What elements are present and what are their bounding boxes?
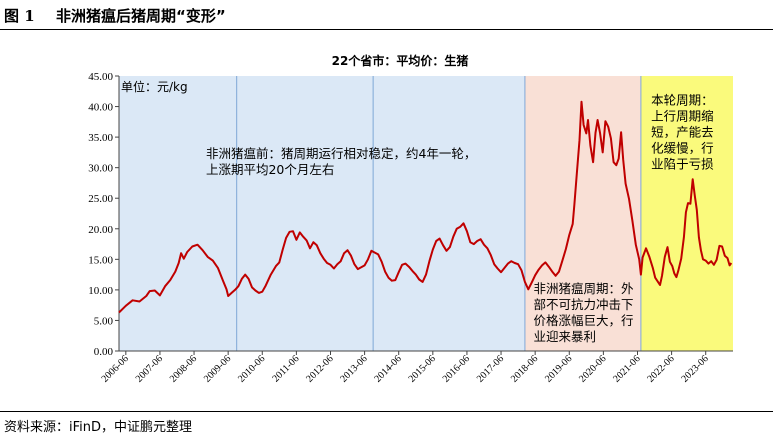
y-tick-label: 40.00 [88, 102, 113, 114]
source-note: 资料来源：iFinD，中证鹏元整理 [4, 420, 193, 435]
x-tick-label: 2008-06 [168, 353, 199, 384]
annotation-line: 部不可抗力冲击下 [533, 297, 633, 312]
y-tick-label: 20.00 [88, 224, 113, 236]
x-tick-label: 2019-06 [543, 353, 574, 384]
annotations: 非洲猪瘟前：猪周期运行相对稳定，约4年一轮，上涨期平均20个月左右非洲猪瘟周期：… [206, 93, 714, 344]
price-line-chart: 0.00 5.00 10.00 15.00 20.00 25.00 30.00 35.00 40… [88, 53, 733, 385]
y-tick-label: 25.00 [88, 193, 113, 205]
header-rule [0, 29, 773, 30]
unit-label: 单位：元/kg [121, 79, 188, 94]
y-tick-label: 15.00 [88, 254, 113, 266]
y-tick-label: 10.00 [88, 285, 113, 297]
annotation-line: 非洲猪瘟前：猪周期运行相对稳定，约4年一轮， [206, 146, 476, 161]
annotation-line: 本轮周期： [651, 93, 714, 108]
annotation-line: 化缓慢，行 [651, 141, 714, 156]
annotation-line: 价格涨幅巨大，行 [533, 313, 633, 328]
period-dividers [236, 76, 642, 351]
series-line [118, 100, 733, 314]
chart-title: 22个省市：平均价：生猪 [332, 53, 469, 68]
x-tick-label: 2007-06 [134, 353, 165, 384]
x-tick-label: 2012-06 [304, 353, 335, 384]
y-tick-label: 5.00 [94, 315, 114, 327]
annotation-2: 非洲猪瘟周期：外部不可抗力冲击下价格涨幅巨大，行业迎来暴利 [533, 281, 634, 344]
annotation-line: 上行周期缩 [651, 109, 714, 124]
y-tick-label: 0.00 [94, 346, 114, 358]
x-tick-label: 2015-06 [407, 353, 438, 384]
annotation-line: 业陷于亏损 [651, 157, 714, 172]
x-tick-label: 2023-06 [679, 353, 710, 384]
figure-header: 图 1 非洲猪瘟后猪周期“变形” [0, 0, 773, 30]
period-shading [119, 76, 733, 351]
annotation-line: 业迎来暴利 [533, 329, 596, 344]
annotation-3: 本轮周期：上行周期缩短，产能去化缓慢，行业陷于亏损 [651, 93, 714, 172]
x-tick-label: 2010-06 [236, 353, 267, 384]
period-region-3 [640, 76, 733, 351]
x-tick-label: 2009-06 [202, 353, 233, 384]
annotation-line: 上涨期平均20个月左右 [206, 162, 334, 177]
annotation-line: 非洲猪瘟周期：外 [533, 281, 634, 296]
y-axis: 0.00 5.00 10.00 15.00 20.00 25.00 30.00 35.00 40… [88, 71, 120, 358]
y-tick-label: 35.00 [88, 132, 113, 144]
y-tick-label: 30.00 [88, 163, 113, 175]
annotation-line: 短，产能去 [651, 125, 714, 140]
x-tick-label: 2020-06 [577, 353, 608, 384]
x-tick-label: 2018-06 [509, 353, 540, 384]
x-tick-label: 2014-06 [372, 353, 403, 384]
period-region-1 [119, 76, 525, 351]
x-tick-label: 2013-06 [338, 353, 369, 384]
x-tick-label: 2017-06 [475, 353, 506, 384]
x-tick-label: 2021-06 [611, 353, 642, 384]
x-axis: 2006-06 2007-06 2008-06 2009-06 2010-06 2011-… [100, 350, 733, 385]
x-tick-label: 2011-06 [270, 353, 301, 384]
x-tick-label: 2006-06 [100, 353, 131, 384]
y-tick-label: 45.00 [88, 71, 113, 83]
footer-rule [0, 411, 773, 412]
x-tick-label: 2016-06 [441, 353, 472, 384]
figure-title: 非洲猪瘟后猪周期“变形” [56, 7, 226, 25]
figure-number: 图 1 [4, 7, 35, 25]
x-tick-label: 2022-06 [645, 353, 676, 384]
annotation-1: 非洲猪瘟前：猪周期运行相对稳定，约4年一轮，上涨期平均20个月左右 [206, 146, 476, 177]
